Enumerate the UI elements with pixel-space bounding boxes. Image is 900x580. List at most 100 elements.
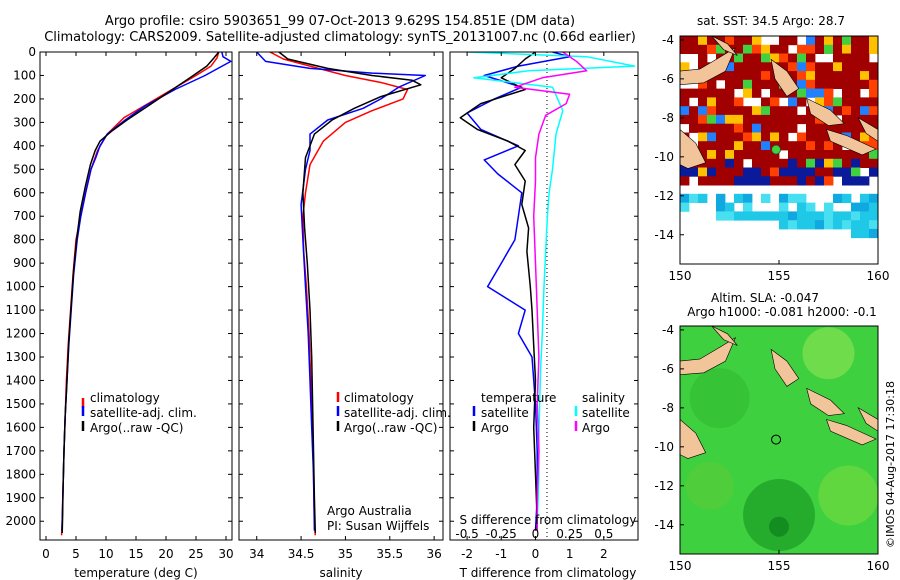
sst-cell <box>797 150 807 160</box>
map-y-tick-label: -12 <box>654 479 674 493</box>
sst-cell <box>833 123 843 133</box>
sst-cell <box>833 158 843 168</box>
y-tick-label: 1700 <box>5 444 36 458</box>
sst-cell <box>743 132 753 142</box>
sst-cell <box>851 228 861 239</box>
sst-cell <box>734 193 744 203</box>
sst-cell <box>779 114 789 125</box>
series-line-satellite-adj.-clim. <box>256 52 427 531</box>
y-tick-label: 0 <box>28 45 36 59</box>
sst-cell <box>815 167 825 177</box>
y-tick-label: 1400 <box>5 373 36 387</box>
t-difference-xlabel: T difference from climatology <box>459 566 637 580</box>
sst-cell <box>824 132 834 142</box>
sst-cell <box>869 167 878 177</box>
sst-cell <box>797 132 807 142</box>
sst-cell <box>851 202 861 212</box>
sst-cell <box>743 167 753 177</box>
sst-cell <box>752 79 762 89</box>
sst-cell <box>797 44 807 54</box>
sst-cell <box>851 167 861 177</box>
sst-cell <box>698 79 708 89</box>
s-tick-label: -0.5 <box>455 527 478 541</box>
sst-cell <box>851 123 861 133</box>
sst-cell <box>779 141 789 151</box>
s-tick-label: -0.25 <box>486 527 517 541</box>
sst-cell <box>752 62 762 72</box>
series-line-argo <box>61 52 220 534</box>
y-tick-label: 800 <box>13 233 36 247</box>
sst-cell <box>806 176 816 186</box>
sst-cell <box>752 114 762 125</box>
sst-cell <box>860 132 870 142</box>
sst-cell <box>689 36 699 46</box>
sst-cell <box>752 71 762 81</box>
sst-cell <box>779 123 789 133</box>
sst-cell <box>761 106 771 116</box>
sst-cell <box>788 62 798 72</box>
legend-label-s-argo: Argo <box>582 421 610 435</box>
sst-cell <box>860 53 870 63</box>
sst-cell <box>716 132 726 142</box>
x-tick-label: 15 <box>128 547 143 561</box>
sst-cell <box>698 132 708 142</box>
sla-map-axes: 150 155 160 -4 -6 -8 -10 -12 -14 <box>654 323 889 573</box>
sst-cell <box>761 167 771 177</box>
sst-cell <box>770 106 780 116</box>
sst-cell <box>869 150 878 160</box>
sla-anomaly-blob <box>685 461 734 510</box>
sst-cell <box>833 211 843 221</box>
sst-cell <box>734 132 744 142</box>
salinity-plot-frame <box>238 51 444 541</box>
sst-cell <box>725 132 735 142</box>
x-tick-label: 34 <box>249 547 264 561</box>
sst-cell <box>752 44 762 54</box>
sst-cell <box>851 220 861 230</box>
sst-cell <box>815 220 825 230</box>
sst-cell <box>707 150 717 160</box>
sst-cell <box>716 167 726 177</box>
sst-cell <box>770 97 780 107</box>
sst-cell <box>725 88 735 98</box>
land-island <box>857 117 878 142</box>
sst-cell <box>770 53 780 63</box>
sst-cell <box>779 211 789 221</box>
sst-cell <box>869 62 878 72</box>
sst-cell <box>743 114 753 125</box>
sst-cell <box>734 150 744 160</box>
sst-cell <box>761 176 771 186</box>
sst-cell <box>806 44 816 54</box>
sst-cell <box>725 141 735 151</box>
sst-cell <box>761 62 771 72</box>
sst-cell <box>851 88 861 98</box>
s-tick-label: 0.5 <box>594 527 613 541</box>
sst-cell <box>806 167 816 177</box>
sst-cell <box>797 211 807 221</box>
sst-cell <box>698 88 708 98</box>
sst-cell <box>779 88 789 98</box>
land-island <box>826 129 877 156</box>
y-tick-label: 400 <box>13 139 36 153</box>
sst-cell <box>725 79 735 89</box>
sst-cell <box>842 150 852 160</box>
sst-cell <box>797 220 807 230</box>
sst-cell <box>716 158 726 168</box>
sst-cell <box>815 141 825 151</box>
x-tick-label: 5 <box>72 547 80 561</box>
sst-cell <box>752 88 762 98</box>
sst-cell <box>842 211 852 221</box>
sst-cell <box>761 53 771 63</box>
sst-cell <box>815 176 825 186</box>
sst-cell <box>851 158 861 168</box>
sst-cell <box>851 62 861 72</box>
sst-cell <box>788 36 798 46</box>
series-line-s-argo <box>514 52 588 531</box>
sst-cell <box>842 71 852 81</box>
sst-cell <box>797 71 807 81</box>
sst-cell <box>797 88 807 98</box>
sst-cell <box>833 97 843 107</box>
map-y-tick-label: -6 <box>662 72 674 86</box>
sst-cell <box>860 176 870 186</box>
difference-axes-group: -2 -1 0 1 2 -0.5 -0.25 0 0.25 0.5 <box>450 51 638 561</box>
sst-cell <box>833 36 843 46</box>
